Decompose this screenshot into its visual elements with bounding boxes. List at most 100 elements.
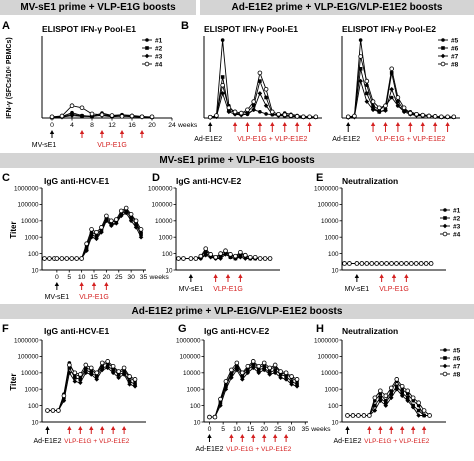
b1-point <box>238 110 244 116</box>
h-prime-label: Ad-E1E2 <box>333 438 361 445</box>
g-point <box>250 359 256 364</box>
g-xtick-label: 25 <box>274 426 282 433</box>
f-boost-arrow-head <box>121 426 127 430</box>
e-legend-marker <box>442 223 448 229</box>
b-legend-marker <box>441 46 445 50</box>
c-point <box>128 211 134 217</box>
d-point <box>213 254 218 260</box>
a-point <box>49 114 55 120</box>
h-ytick-label: 10 <box>331 419 339 426</box>
b2-point <box>395 95 401 100</box>
a-point <box>79 114 85 119</box>
e-point <box>374 261 379 266</box>
g-boost-arrow-head <box>283 434 289 438</box>
h-point <box>394 377 400 382</box>
g-ytick-label: 100 <box>190 403 201 410</box>
g-boost-arrow-head <box>240 434 245 438</box>
g-point <box>250 365 256 371</box>
b2-point <box>401 105 407 111</box>
g-boost-arrow-head <box>229 434 234 438</box>
g-boost-arrow-head <box>272 434 278 438</box>
b1-point <box>263 103 269 108</box>
g-point <box>223 386 229 392</box>
b1-point <box>288 113 294 118</box>
b1-point <box>258 110 262 114</box>
f-point <box>99 367 105 373</box>
b1-point <box>226 109 232 115</box>
b2-boost-arrow-head <box>383 122 388 126</box>
h-point <box>399 384 405 389</box>
a-xtick-label: 12 <box>108 122 116 129</box>
b2-point <box>414 112 419 117</box>
b1-point <box>313 114 319 120</box>
h-point <box>378 392 383 396</box>
c-point <box>59 256 65 261</box>
e-prime-label: MV-sE1 <box>345 286 370 293</box>
b2-point <box>352 113 357 119</box>
a-legend-marker <box>144 53 150 59</box>
b1-point <box>307 114 312 120</box>
panel-letter-b: B <box>181 20 189 32</box>
a-xtick-label: 16 <box>128 122 136 129</box>
b2-boost-arrow-head <box>432 122 438 126</box>
c-point <box>133 218 139 224</box>
f-point <box>94 377 100 382</box>
g-point <box>289 379 294 384</box>
c-point <box>113 221 119 226</box>
title-b1: ELISPOT IFN-γ Pool-E1 <box>204 24 298 34</box>
b-legend-marker <box>441 38 445 42</box>
b2-prime-arrow-head <box>346 122 351 126</box>
g-boost-arrow-head <box>262 434 267 438</box>
b1-point <box>294 114 300 119</box>
d-point <box>223 248 228 254</box>
g-ytick-label: 1000000 <box>176 337 201 344</box>
c-point <box>89 232 94 237</box>
h-point <box>383 403 389 408</box>
f-ytick-label: 1000 <box>24 387 39 394</box>
g-point <box>278 369 283 374</box>
b1-point <box>282 112 288 118</box>
f-boost-arrow-head <box>100 426 105 430</box>
h-series-line <box>347 378 430 416</box>
e-boost-arrow-head <box>391 274 397 278</box>
c-point <box>74 256 79 261</box>
f-point <box>110 363 116 369</box>
f-prime-label: Ad-E1E2 <box>33 438 61 445</box>
h-point <box>400 391 405 395</box>
c-point <box>99 225 104 230</box>
f-boost-arrow-head <box>110 426 116 430</box>
g-point <box>245 368 250 372</box>
d-boost-label: VLP-E1G <box>213 286 243 293</box>
titer-y-label-f: Titer <box>9 373 18 390</box>
a-legend-marker <box>145 38 149 42</box>
g-series-line <box>209 362 298 418</box>
c-point <box>84 241 89 247</box>
e-point <box>384 261 389 266</box>
h-boost-arrow-head <box>378 426 383 430</box>
b1-point <box>264 112 268 116</box>
f-ytick-label: 100 <box>28 403 39 410</box>
f-point <box>50 408 56 413</box>
d-prime-arrow-head <box>188 274 194 278</box>
f-point <box>116 375 121 381</box>
g-point <box>207 414 212 420</box>
a-point <box>99 112 105 118</box>
c-ytick-label: 10 <box>31 267 39 274</box>
f-ytick-label: 100000 <box>17 354 39 361</box>
b2-boost-arrow-head <box>420 122 425 126</box>
g-point <box>229 367 234 373</box>
title-f: IgG anti-HCV-E1 <box>44 326 110 336</box>
e-point <box>399 261 404 266</box>
a-boost-arrow-head <box>139 130 145 134</box>
b-boost-arrow-head <box>294 122 300 126</box>
a-legend-label: #4 <box>155 62 163 69</box>
d-point <box>198 256 204 261</box>
e-legend-label: #3 <box>453 224 461 231</box>
f-point <box>132 384 138 389</box>
g-ytick-label: 1000 <box>186 387 201 394</box>
c-boost-arrow-head <box>91 282 97 286</box>
g-point <box>218 403 223 408</box>
c-point <box>104 213 109 219</box>
a-point <box>129 113 135 119</box>
c-ytick-label: 10000 <box>21 218 39 225</box>
